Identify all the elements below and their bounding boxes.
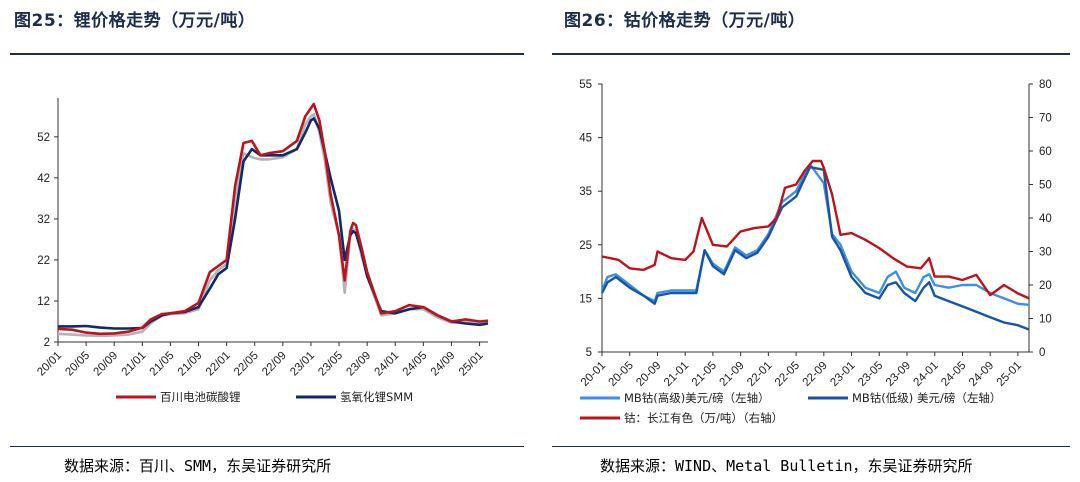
left-x-tick-label: 23/09 — [344, 350, 373, 379]
right-x-tick-label: 22-01 — [745, 360, 774, 389]
right-x-tick-label: 20-05 — [607, 360, 636, 389]
right-right-y-tick-label: 20 — [1039, 280, 1052, 292]
right-x-tick-label: 21-01 — [662, 360, 691, 389]
left-x-tick-label: 21/01 — [120, 350, 149, 379]
right-right-y-tick-label: 30 — [1039, 247, 1052, 259]
left-x-tick-label: 20/01 — [35, 350, 64, 379]
right-x-tick-label: 21-09 — [717, 360, 746, 389]
right-x-tick-label: 20-09 — [634, 360, 663, 389]
right-x-tick-label: 22-09 — [801, 360, 830, 389]
right-right-y-tick-label: 40 — [1039, 213, 1052, 225]
right-x-tick-label: 22-05 — [773, 360, 802, 389]
left-top-rule — [10, 53, 524, 55]
right-series-line — [601, 159, 1030, 300]
left-bottom-rule — [10, 446, 524, 447]
left-x-tick-label: 21/05 — [148, 350, 177, 379]
left-y-tick-label: 12 — [37, 296, 50, 308]
right-left-y-tick-label: 45 — [579, 133, 592, 145]
right-x-tick-label: 23-05 — [856, 360, 885, 389]
left-y-tick-label: 22 — [37, 255, 50, 267]
right-right-y-tick-label: 70 — [1039, 113, 1052, 125]
left-x-tick-label: 24/09 — [429, 350, 458, 379]
left-x-tick-label: 20/09 — [91, 350, 120, 379]
left-x-tick-label: 22/09 — [260, 350, 289, 379]
left-x-tick-label: 21/09 — [176, 350, 205, 379]
right-right-y-tick-label: 10 — [1039, 314, 1052, 326]
lithium-price-chart: 2 12 22 32 42 52 20/01 20/05 20/09 21/01 21/05 21/0… — [35, 98, 489, 404]
left-x-tick-label: 23/05 — [316, 350, 345, 379]
left-x-tick-label: 20/05 — [63, 350, 92, 379]
right-left-y-tick-label: 5 — [586, 347, 592, 359]
left-legend-label: 百川电池碳酸锂 — [160, 390, 241, 404]
left-source-note: 数据来源：百川、SMM，东吴证券研究所 — [64, 457, 332, 475]
right-top-rule — [552, 53, 1070, 55]
left-chart-title: 图25：锂价格走势（万元/吨） — [14, 11, 256, 31]
right-x-tick-label: 24-09 — [967, 360, 996, 389]
right-x-tick-label: 23-09 — [884, 360, 913, 389]
left-y-tick-label: 52 — [37, 132, 50, 144]
right-x-tick-label: 25-01 — [995, 360, 1024, 389]
right-left-y-tick-label: 15 — [579, 293, 592, 305]
right-legend-label: MB钴(高级)美元/磅（左轴） — [624, 391, 770, 405]
right-left-y-tick-label: 35 — [579, 186, 592, 198]
cobalt-price-chart: 5 15 25 35 45 55 0 10 20 30 40 50 60 70 80 20-0120-0520… — [579, 79, 1052, 425]
right-x-tick-label: 24-05 — [939, 360, 968, 389]
right-right-y-tick-label: 0 — [1039, 347, 1045, 359]
left-y-tick-label: 2 — [44, 337, 50, 349]
right-left-y-tick-label: 55 — [579, 79, 592, 91]
left-x-tick-label: 23/01 — [288, 350, 317, 379]
right-left-y-tick-label: 25 — [579, 240, 592, 252]
right-legend-label: 钴：长江有色（万/吨）（右轴） — [624, 411, 783, 425]
right-x-tick-label: 23-01 — [828, 360, 857, 389]
left-chart-panel: 图25：锂价格走势（万元/吨） 2 12 22 32 42 52 20/01 20/05 20/… — [10, 11, 524, 475]
left-x-tick-label: 24/01 — [373, 350, 402, 379]
right-right-y-tick-label: 80 — [1039, 79, 1052, 91]
left-series-line — [57, 102, 489, 336]
right-right-y-tick-label: 60 — [1039, 146, 1052, 158]
right-x-tick-label: 21-05 — [690, 360, 719, 389]
left-legend-label: 氢氧化锂SMM — [340, 390, 413, 404]
right-chart-panel: 图26：钴价格走势（万元/吨） 5 15 25 35 45 55 0 10 20 30 40 50 60… — [540, 0, 1080, 482]
left-y-tick-label: 32 — [37, 214, 50, 226]
left-x-tick-label: 22/01 — [204, 350, 233, 379]
right-series-line — [600, 165, 1030, 331]
left-x-tick-label: 25/01 — [457, 350, 486, 379]
right-x-tick-label: 24-01 — [912, 360, 941, 389]
left-series-line — [58, 117, 489, 330]
left-series-line — [57, 113, 488, 338]
right-series-line — [600, 163, 1030, 306]
right-legend-label: MB钴(低级) 美元/磅（左轴） — [852, 391, 1001, 405]
right-bottom-rule — [552, 446, 1070, 447]
left-y-tick-label: 42 — [37, 173, 50, 185]
left-x-tick-label: 22/05 — [232, 350, 261, 379]
right-x-tick-label: 20-01 — [579, 360, 608, 389]
right-source-note: 数据来源：WIND、Metal Bulletin，东吴证券研究所 — [600, 457, 973, 475]
right-right-y-tick-label: 50 — [1039, 180, 1052, 192]
right-chart-title: 图26：钴价格走势（万元/吨） — [564, 11, 806, 31]
left-x-tick-label: 24/05 — [401, 350, 430, 379]
